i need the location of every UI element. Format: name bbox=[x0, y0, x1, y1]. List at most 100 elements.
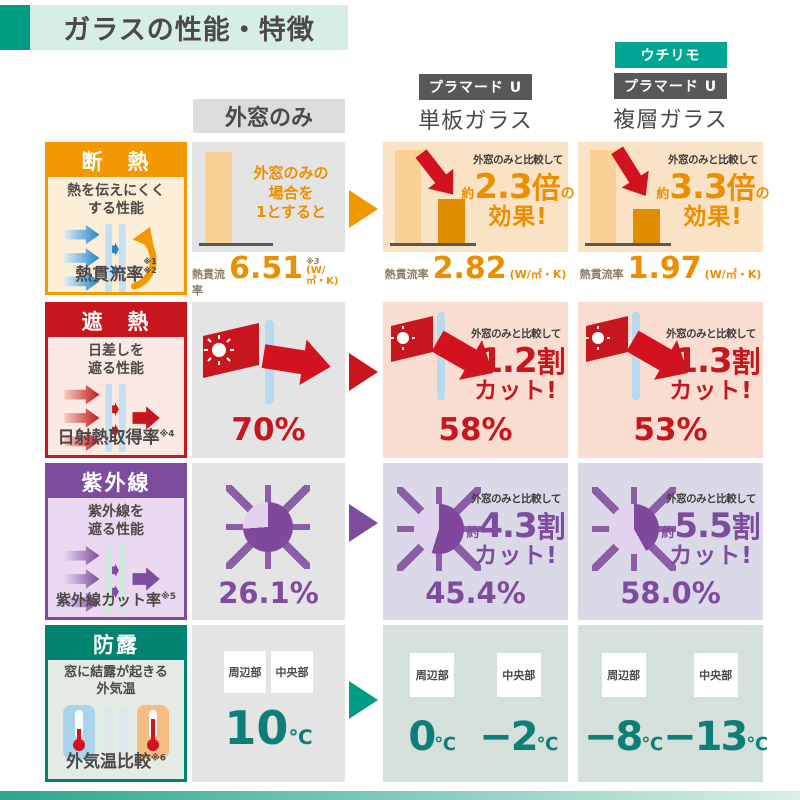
cell-insulation-outer-only: 外窓のみの 場合を 1とすると bbox=[192, 142, 345, 252]
cell-shading-outer-only: 70% bbox=[192, 302, 345, 458]
sunlight-through-glass-icon bbox=[203, 320, 331, 404]
cell-uv-single: 外窓のみと比較して 約 4.3 割 カット! 45.4% bbox=[383, 463, 568, 620]
shading-arrows-icon bbox=[48, 382, 184, 454]
value-shading-double: 53% bbox=[633, 412, 708, 448]
uv-cut-pie bbox=[609, 504, 659, 554]
value-shading-single: 58% bbox=[438, 412, 513, 448]
bar-outer-only bbox=[395, 150, 421, 243]
chip-center: 中央部 bbox=[496, 653, 541, 697]
row-title-condensation: 防露 bbox=[48, 628, 184, 660]
uv-arrows-icon bbox=[48, 543, 184, 615]
sunlight-blocked-icon bbox=[586, 312, 688, 400]
chip-center: 中央部 bbox=[271, 651, 313, 693]
effect-note: 外窓のみと比較して 約 5.5 割 カット! bbox=[661, 493, 761, 569]
cell-condensation-single: 周辺部 0℃ 中央部 −2℃ bbox=[383, 625, 568, 782]
metric-name-shading: 日射熱取得率※4 bbox=[57, 428, 175, 448]
thermometers-icon bbox=[48, 703, 184, 761]
metric-name-insulation: 熱貫流率※1 ※2 bbox=[75, 257, 157, 285]
value-shading-outer-only: 70% bbox=[231, 412, 306, 448]
value-insulation-double: 熱貫流率 1.97 (W/㎡・K) bbox=[579, 251, 762, 286]
row-label-shading: 遮 熱 日差しを 遮る性能 日射熱取得率※4 bbox=[45, 302, 187, 458]
footnote-ref: ※6 bbox=[150, 753, 166, 764]
row-label-condensation: 防露 窓に結露が起きる 外気温 外気温比較※6 bbox=[45, 625, 187, 782]
value-edge: −8℃ bbox=[584, 714, 664, 760]
footer-accent-strip bbox=[0, 791, 800, 800]
value-center: −2℃ bbox=[479, 714, 559, 760]
arrow-right-condensation bbox=[349, 681, 378, 719]
bar-baseline bbox=[199, 243, 273, 246]
zone-edge: 周辺部 −8℃ bbox=[584, 645, 663, 774]
title-accent-square bbox=[0, 5, 30, 50]
footnote-ref: ※5 bbox=[161, 592, 177, 602]
drop-arrow-icon bbox=[611, 146, 649, 197]
metric-unit: (W/㎡・K) bbox=[704, 268, 762, 281]
drop-arrow-icon bbox=[415, 149, 454, 195]
arrow-right-insulation bbox=[349, 190, 378, 228]
cell-insulation-double: 外窓のみと比較して 約 3.3 倍の 効果! bbox=[578, 142, 770, 252]
bar-improved bbox=[633, 209, 660, 243]
row-title-insulation: 断 熱 bbox=[48, 145, 184, 177]
uchirimo-badge: ウチリモ bbox=[614, 42, 727, 68]
plamade-u-badge-2: プラマード U bbox=[613, 73, 728, 99]
row-desc-shading: 日差しを 遮る性能 bbox=[88, 343, 144, 378]
footnote-refs: ※1 ※2 bbox=[143, 257, 157, 276]
effect-note: 外窓のみと比較して 約 4.3 割 カット! bbox=[466, 493, 566, 569]
bar-baseline bbox=[390, 243, 476, 246]
arrow-right-shading bbox=[349, 353, 378, 391]
cell-uv-outer-only: 26.1% bbox=[192, 463, 345, 620]
metric-unit: (W/㎡・K) bbox=[509, 268, 567, 281]
title-bar: ガラスの性能・特徴 bbox=[30, 5, 348, 50]
metric-name-uv: 紫外線カット率※5 bbox=[55, 591, 177, 609]
column-header-double-glass: ウチリモ プラマード U 複層ガラス bbox=[578, 42, 763, 134]
row-label-uv: 紫外線 紫外線を 遮る性能 紫外線カット率※5 bbox=[45, 463, 187, 620]
row-title-shading: 遮 熱 bbox=[48, 305, 184, 337]
chip-edge: 周辺部 bbox=[601, 653, 646, 697]
uv-sun-pie-icon bbox=[226, 485, 310, 569]
cell-shading-double: 外窓のみと比較して 約 1.3 割 カット! 53% bbox=[578, 302, 763, 458]
row-desc-condensation: 窓に結露が起きる 外気温 bbox=[64, 665, 168, 697]
value-insulation-outer-only: 熱貫流率 6.51 ※3 (W/㎡・K) bbox=[192, 254, 345, 298]
row-desc-uv: 紫外線を 遮る性能 bbox=[88, 504, 144, 539]
chip-edge: 周辺部 bbox=[410, 653, 455, 697]
cell-shading-single: 外窓のみと比較して 約 1.2 割 カット! 58% bbox=[383, 302, 568, 458]
cell-condensation-outer-only: 周辺部 中央部 10℃ bbox=[192, 625, 345, 782]
value-edge: 0℃ bbox=[408, 714, 457, 760]
value-uv-double: 58.0% bbox=[620, 576, 721, 610]
zone-edge: 周辺部 0℃ bbox=[389, 645, 476, 774]
effect-note: 外窓のみと比較して 約 2.3 倍の 効果! bbox=[461, 154, 575, 230]
bar-improved bbox=[438, 199, 465, 243]
bar-baseline bbox=[585, 243, 671, 246]
insulation-arrows-icon bbox=[48, 222, 184, 294]
plamade-u-badge: プラマード U bbox=[418, 74, 533, 100]
value-insulation-single: 熱貫流率 2.82 (W/㎡・K) bbox=[384, 251, 567, 286]
cell-uv-double: 外窓のみと比較して 約 5.5 割 カット! 58.0% bbox=[578, 463, 763, 620]
baseline-note: 外窓のみの 場合を 1とすると bbox=[253, 164, 329, 221]
page-title: ガラスの性能・特徴 bbox=[63, 15, 315, 46]
effect-note: 外窓のみと比較して 約 1.3 割 カット! bbox=[661, 328, 761, 404]
footnote-ref: ※3 bbox=[306, 257, 320, 266]
chip-edge: 周辺部 bbox=[224, 651, 266, 693]
bar-outer-only bbox=[590, 150, 616, 243]
column-name-single-glass: 単板ガラス bbox=[418, 109, 533, 134]
footnote-ref: ※4 bbox=[159, 429, 175, 440]
value-uv-outer-only: 26.1% bbox=[218, 576, 319, 610]
column-header-outer-only: 外窓のみ bbox=[193, 99, 345, 133]
column-name-double-glass: 複層ガラス bbox=[613, 108, 728, 133]
sunlight-blocked-icon bbox=[391, 312, 493, 400]
value-condensation-outer-only: 10℃ bbox=[224, 701, 313, 755]
bar-outer-only bbox=[205, 152, 232, 243]
cell-condensation-double: 周辺部 −8℃ 中央部 −13℃ bbox=[578, 625, 768, 782]
column-header-single-glass: プラマード U 単板ガラス bbox=[383, 74, 568, 135]
zone-center: 中央部 −2℃ bbox=[476, 645, 563, 774]
metric-unit: (W/㎡・K) bbox=[306, 265, 339, 287]
uv-sun-pie-icon bbox=[397, 487, 481, 571]
uv-cut-pie bbox=[414, 504, 464, 554]
row-title-uv: 紫外線 bbox=[48, 466, 184, 498]
value-uv-single: 45.4% bbox=[425, 576, 526, 610]
zone-center: 中央部 −13℃ bbox=[663, 645, 768, 774]
row-label-insulation: 断 熱 熱を伝えにくく する性能 熱貫流率※1 ※2 bbox=[45, 142, 187, 295]
value-center: −13℃ bbox=[663, 714, 769, 760]
uv-sun-pie-icon bbox=[592, 487, 676, 571]
chip-center: 中央部 bbox=[693, 653, 738, 697]
